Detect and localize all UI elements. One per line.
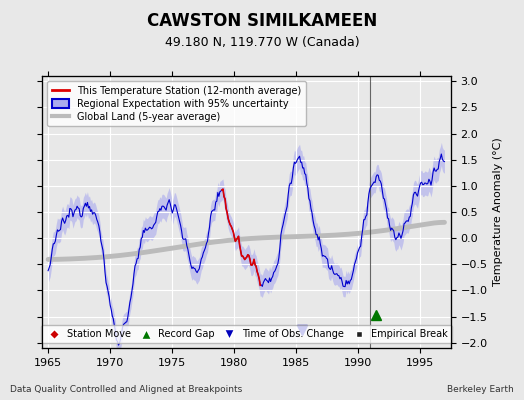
Y-axis label: Temperature Anomaly (°C): Temperature Anomaly (°C) <box>493 138 503 286</box>
Legend: Station Move, Record Gap, Time of Obs. Change, Empirical Break: Station Move, Record Gap, Time of Obs. C… <box>41 325 452 343</box>
Text: Data Quality Controlled and Aligned at Breakpoints: Data Quality Controlled and Aligned at B… <box>10 385 243 394</box>
Text: Berkeley Earth: Berkeley Earth <box>447 385 514 394</box>
Text: 49.180 N, 119.770 W (Canada): 49.180 N, 119.770 W (Canada) <box>165 36 359 49</box>
Text: CAWSTON SIMILKAMEEN: CAWSTON SIMILKAMEEN <box>147 12 377 30</box>
